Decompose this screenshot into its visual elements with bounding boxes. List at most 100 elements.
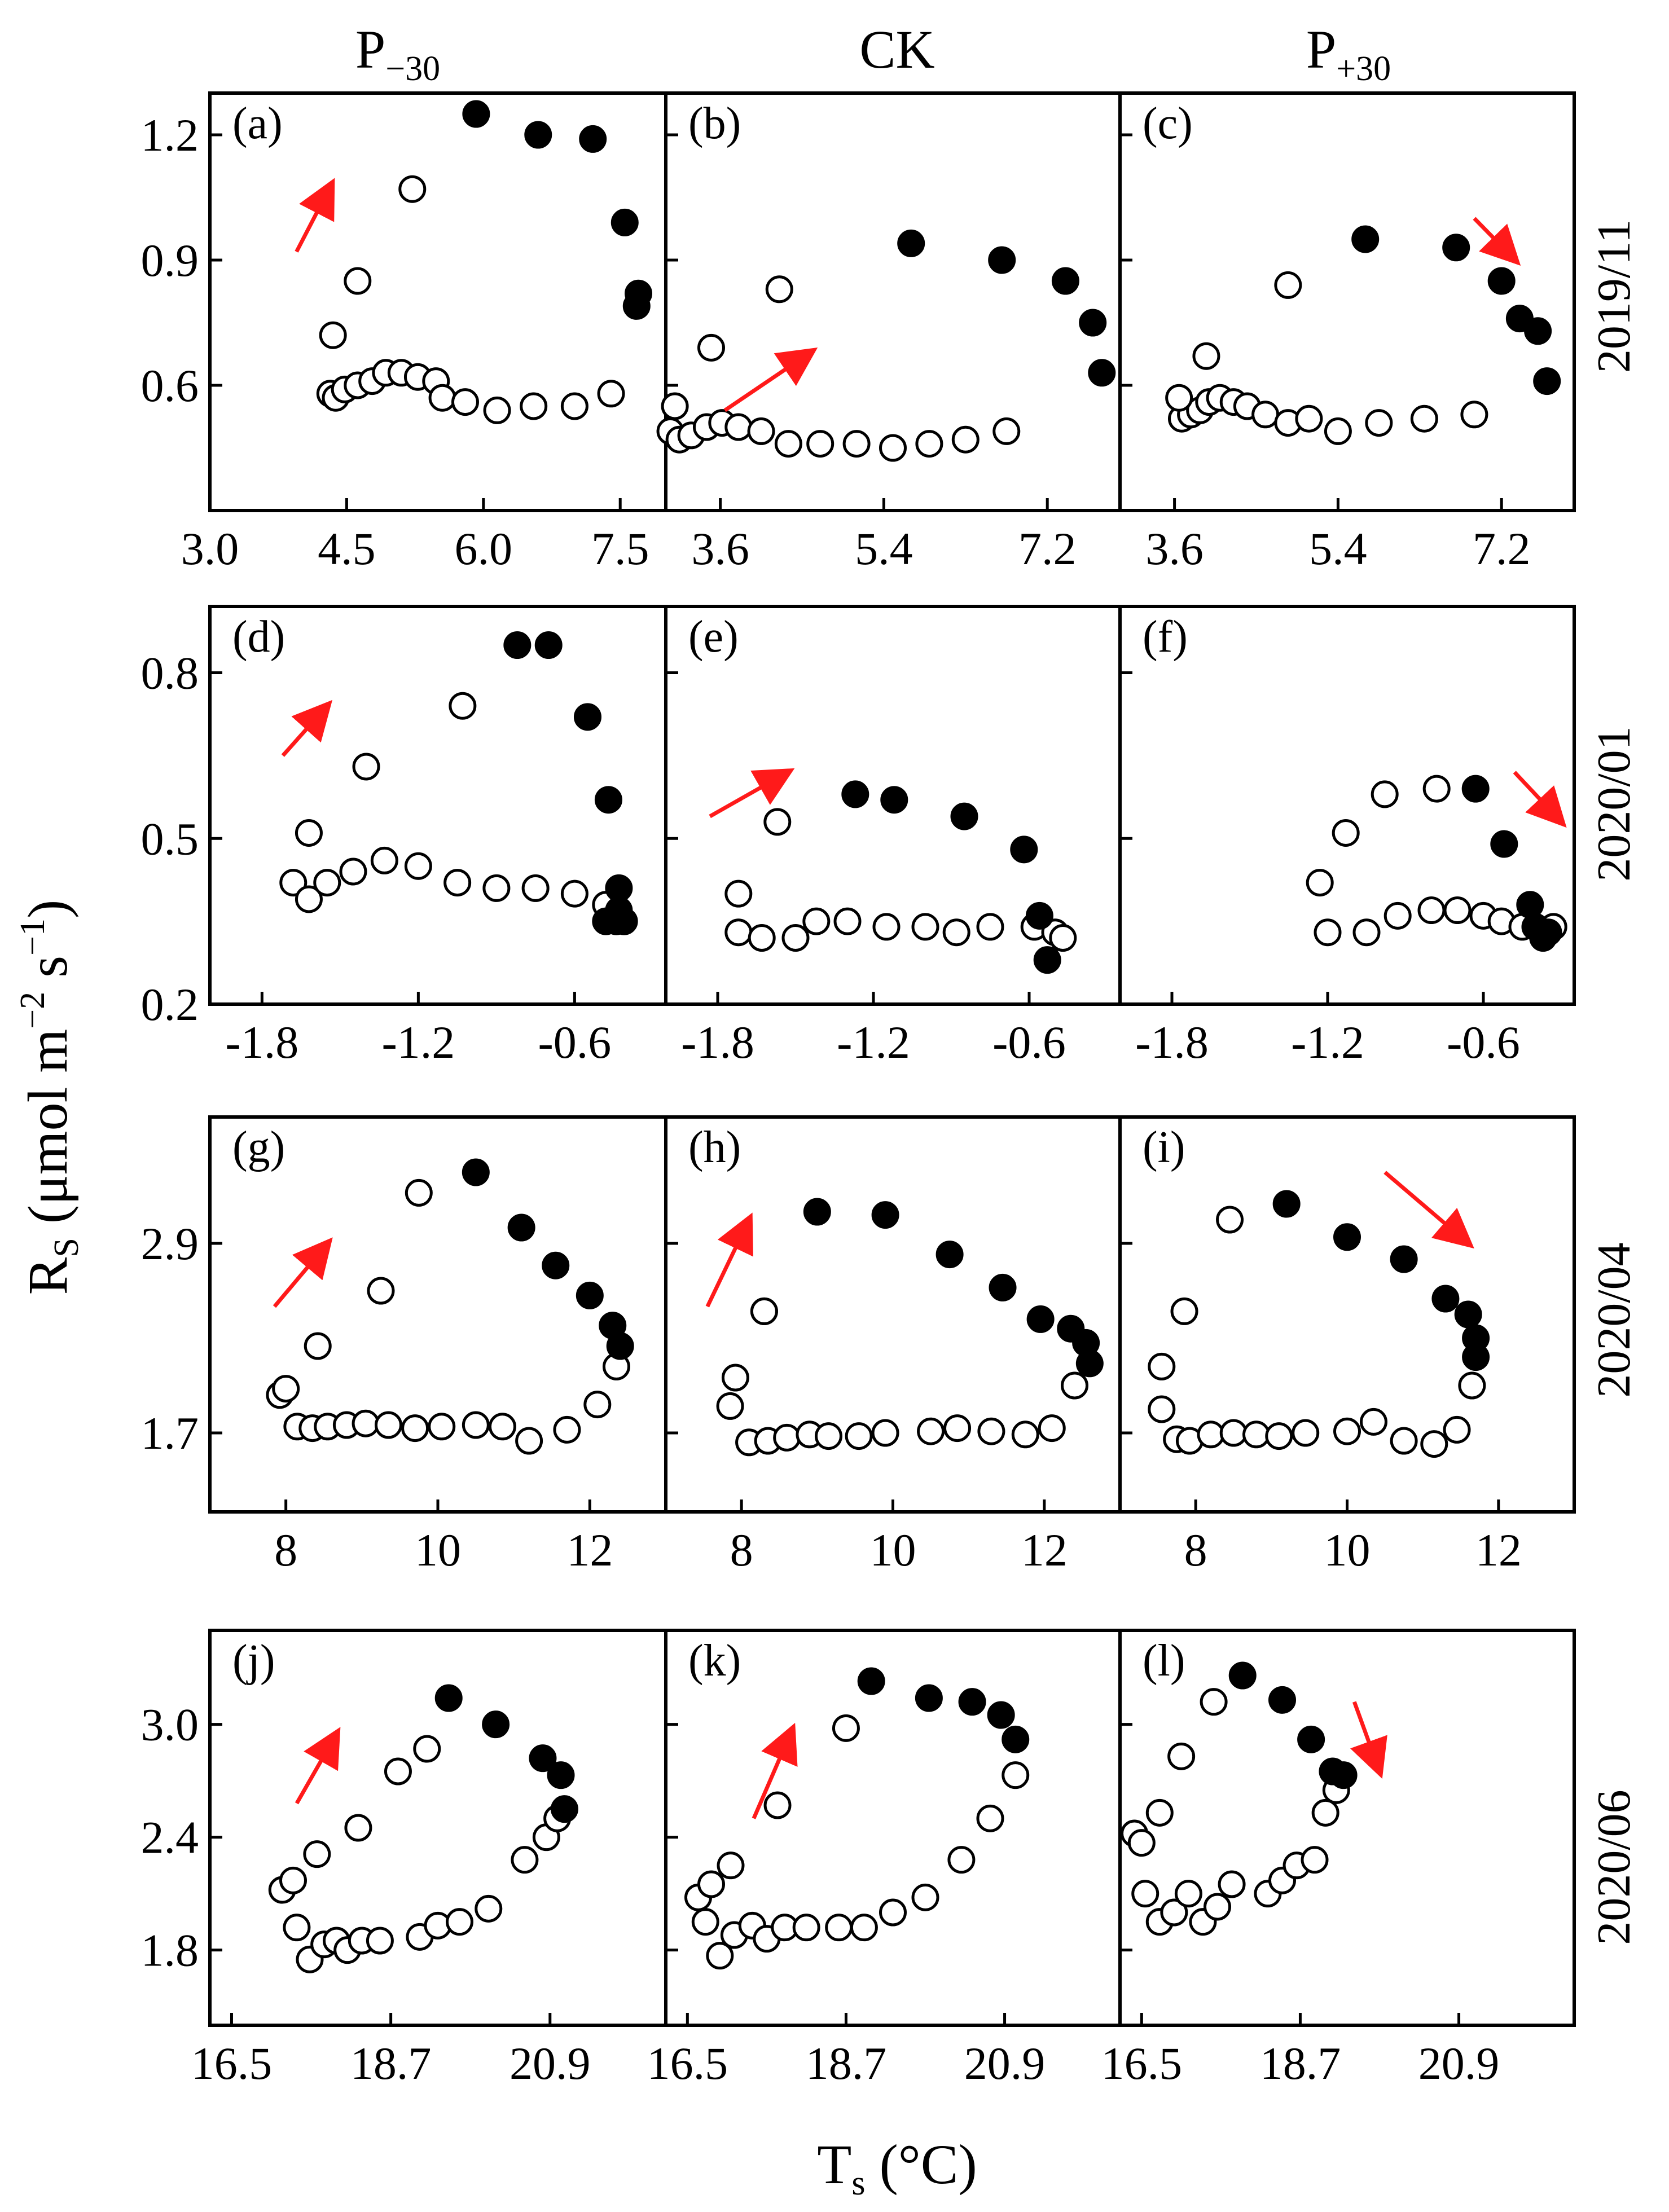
open-point (832, 1714, 860, 1742)
open-point (748, 924, 776, 952)
trend-arrow (281, 700, 333, 757)
open-point (1443, 1415, 1471, 1444)
filled-point (1454, 1300, 1482, 1329)
open-point (279, 869, 308, 897)
filled-point (1268, 1686, 1296, 1714)
open-point (747, 417, 775, 445)
open-point (773, 1423, 801, 1452)
filled-point (573, 703, 601, 731)
open-point (879, 434, 907, 462)
filled-point (547, 1761, 575, 1789)
open-point (1324, 417, 1352, 445)
filled-point (1534, 918, 1562, 947)
filled-point (880, 786, 908, 814)
filled-point (1010, 835, 1038, 864)
filled-point (1487, 267, 1516, 295)
x-tick-label: -1.2 (837, 1017, 910, 1068)
filled-point (841, 780, 869, 808)
open-point (1002, 1761, 1030, 1789)
open-point (750, 1297, 778, 1325)
open-point (283, 1914, 311, 1942)
open-point (413, 1735, 441, 1763)
open-point (443, 869, 472, 897)
panel-label: (h) (688, 1123, 741, 1172)
row-label-3: 2020/04 (1588, 1242, 1640, 1397)
open-point (1049, 924, 1077, 952)
filled-point (610, 208, 639, 236)
open-point (917, 1417, 945, 1445)
x-tick-label: 10 (1324, 1524, 1371, 1576)
x-tick-label: 3.0 (181, 523, 239, 574)
x-tick-label: 16.5 (1101, 2038, 1183, 2089)
trend-arrow (1473, 217, 1521, 266)
panel-f: -1.8 -1.2 -0.6 (f) (1118, 605, 1576, 1068)
x-tick-label: 7.5 (591, 523, 649, 574)
x-tick-label: 18.7 (350, 2038, 432, 2089)
filled-point (462, 1158, 490, 1186)
x-tick-label: -1.2 (1291, 1017, 1364, 1068)
x-tick-label: 5.4 (1309, 523, 1367, 574)
filled-point (622, 292, 651, 320)
x-tick-label: 4.5 (318, 523, 376, 574)
open-point (370, 846, 398, 874)
y-axis-title: RS (μmol m−2 s−1) (14, 900, 86, 1295)
row-label-4: 2020/06 (1588, 1789, 1640, 1945)
open-point (339, 857, 367, 886)
panel-frame (1118, 91, 1576, 512)
filled-point (1272, 1190, 1301, 1218)
open-point (951, 425, 980, 454)
open-point (295, 819, 323, 847)
filled-point (1462, 1343, 1490, 1371)
open-point (1333, 1417, 1361, 1445)
open-point (1458, 1371, 1486, 1400)
open-point (1148, 1352, 1176, 1380)
open-point (706, 1942, 734, 1970)
trend-arrow (273, 1237, 333, 1308)
open-point (488, 1413, 516, 1441)
panel-a: 3.0 4.5 6.0 7.5 0.6 0.9 1.2 (a) (141, 91, 667, 574)
open-point (947, 1846, 976, 1874)
trend-arrow (1350, 1701, 1387, 1779)
open-point (842, 430, 871, 458)
panel-frame (208, 91, 667, 512)
open-point (915, 430, 943, 458)
open-point (992, 417, 1021, 445)
x-tick-label: 16.5 (647, 2038, 728, 2089)
filled-point (462, 100, 490, 128)
open-point (451, 388, 479, 416)
open-point (724, 413, 753, 441)
open-point (850, 1914, 878, 1942)
filled-point (550, 1795, 578, 1823)
open-point (661, 392, 689, 420)
open-point (1170, 1297, 1198, 1325)
x-tick-label: 8 (274, 1524, 297, 1576)
panel-d: -1.8 -1.2 -0.6 0.2 0.5 0.8 (d) (141, 605, 667, 1068)
filled-point (871, 1201, 899, 1229)
column-title-3: P+30 (1306, 19, 1391, 88)
open-point (1131, 1880, 1159, 1908)
filled-point (507, 1213, 535, 1242)
filled-point (915, 1684, 943, 1712)
open-point (445, 1908, 473, 1936)
open-point (716, 1392, 744, 1420)
open-point (1145, 1798, 1174, 1827)
open-point (398, 175, 427, 203)
filled-point (1051, 267, 1079, 295)
panel-e: -1.8 -1.2 -0.6 (e) (664, 605, 1122, 1068)
open-point (352, 1409, 380, 1437)
filled-point (857, 1667, 885, 1695)
x-tick-label: 6.0 (455, 523, 513, 574)
open-point (313, 869, 341, 897)
open-point (1165, 384, 1193, 412)
x-tick-label: 12 (1475, 1524, 1522, 1576)
x-tick-label: 7.2 (1473, 523, 1531, 574)
open-point (1390, 1427, 1418, 1455)
filled-point (434, 1684, 463, 1712)
trend-arrow (1383, 1171, 1474, 1249)
x-axis-title: Ts (°C) (817, 2133, 977, 2202)
open-point (583, 1391, 612, 1419)
y-tick-label: 0.8 (141, 648, 199, 699)
filled-point (1079, 309, 1107, 337)
filled-point (482, 1710, 510, 1739)
